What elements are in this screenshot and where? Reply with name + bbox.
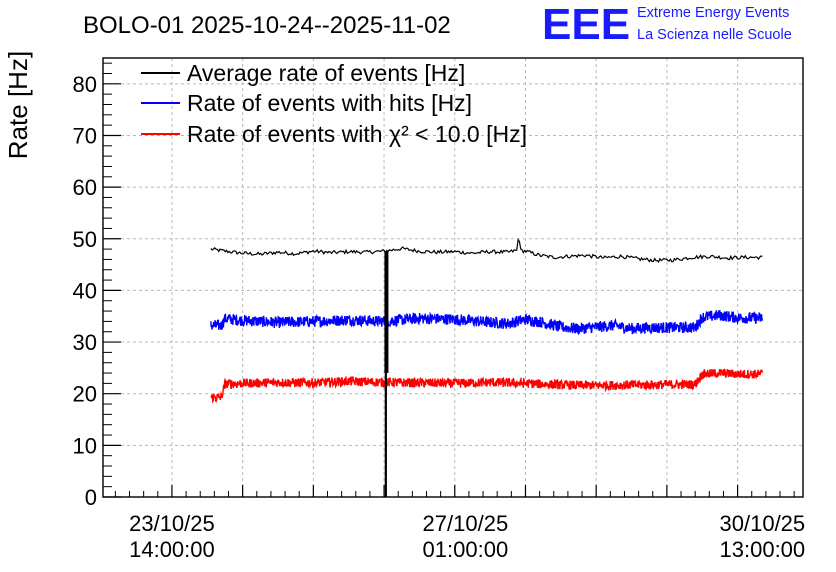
y-tick-label: 0 [85,485,97,510]
x-tick-time: 14:00:00 [129,537,215,562]
y-tick-label: 30 [73,330,97,355]
series-layer [210,238,764,497]
chart-title: BOLO-01 2025-10-24--2025-11-02 [83,12,451,39]
legend-label-3: Rate of events with χ² < 10.0 [Hz] [187,121,527,147]
eee-logo-line1: Extreme Energy Events [637,5,789,21]
series-line-1 [210,238,763,264]
y-axis-label: Rate [Hz] [3,51,33,159]
y-tick-label: 20 [73,382,97,407]
x-tick-time: 01:00:00 [423,537,509,562]
plot-border [102,57,804,498]
eee-logo-line2: La Scienza nelle Scuole [637,27,792,43]
legend-label-1: Average rate of events [Hz] [187,60,465,86]
y-tick-label: 10 [73,433,97,458]
legend-label-2: Rate of events with hits [Hz] [187,90,472,116]
x-tick-date: 23/10/25 [129,511,215,536]
grid-layer [103,58,803,497]
eee-logo-mark: EEE [542,0,630,49]
x-tick-date: 27/10/25 [423,511,509,536]
plot-frame [102,57,804,498]
eee-logo: EEE Extreme Energy Events La Scienza nel… [542,0,792,49]
y-tick-label: 50 [73,227,97,252]
y-tick-label: 80 [73,72,97,97]
y-tick-label: 60 [73,175,97,200]
y-tick-label: 70 [73,123,97,148]
series-line-2 [210,310,764,336]
y-tick-label: 40 [73,278,97,303]
x-tick-time: 13:00:00 [720,537,806,562]
legend: Average rate of events [Hz] Rate of event… [141,60,527,147]
series-line-3 [210,368,764,404]
x-tick-date: 30/10/25 [720,511,806,536]
